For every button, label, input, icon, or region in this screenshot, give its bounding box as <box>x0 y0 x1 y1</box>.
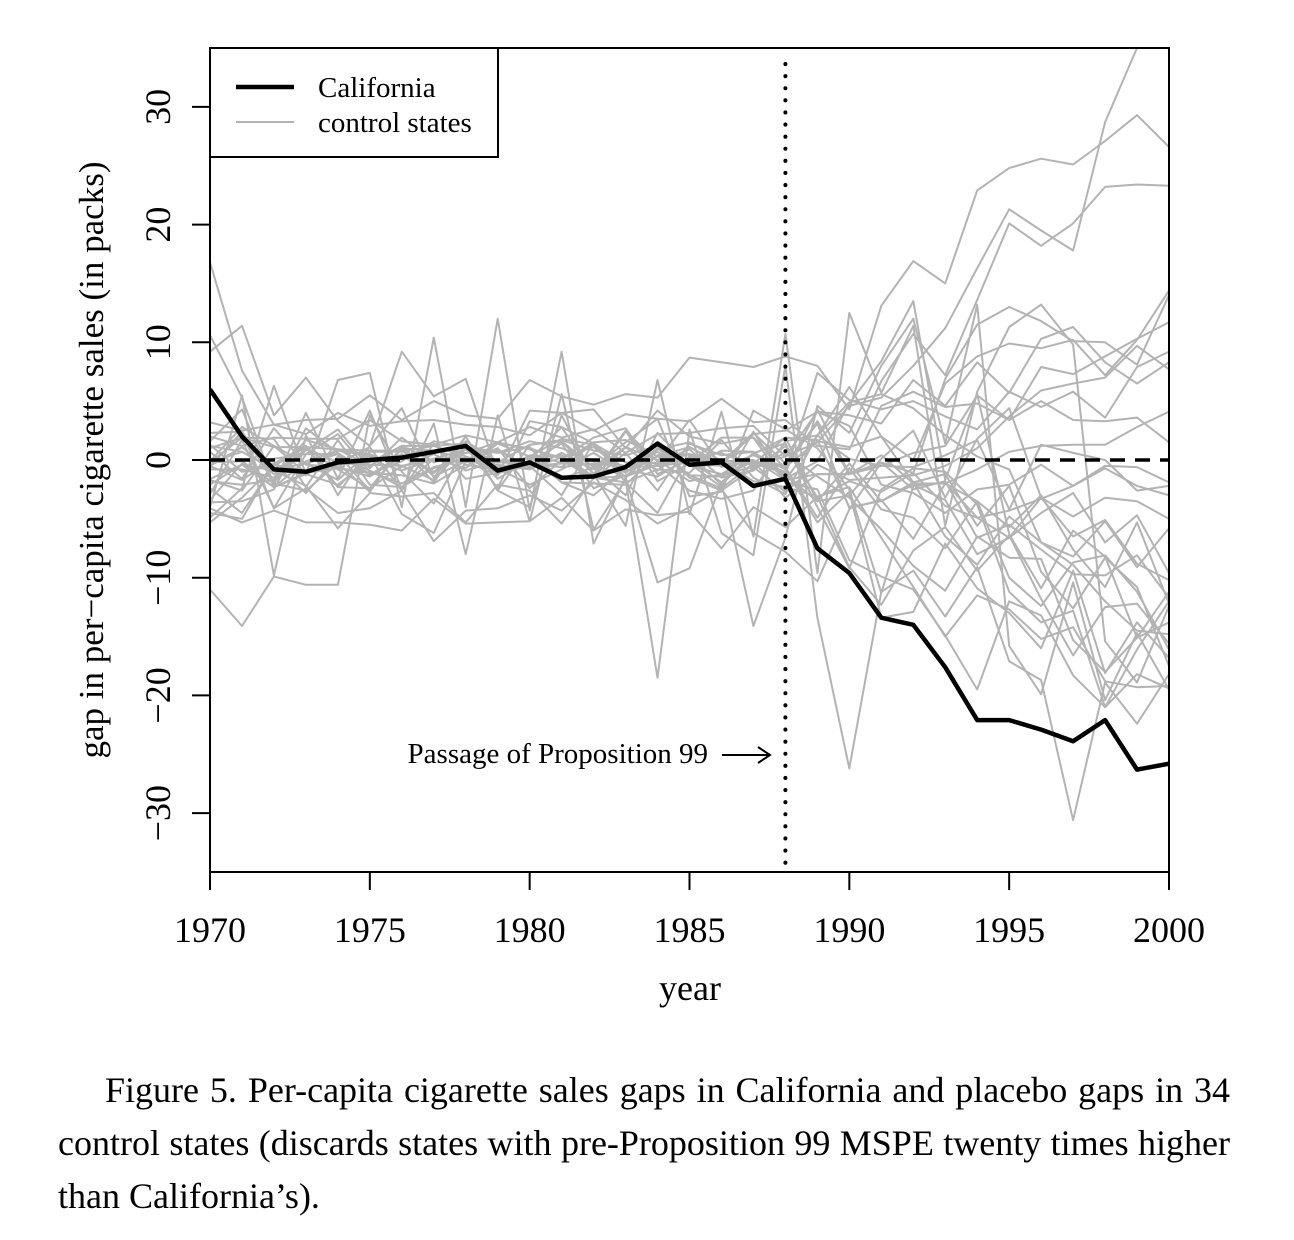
x-tick-label-1995: 1995 <box>973 910 1045 950</box>
y-tick-label-2: −10 <box>138 550 178 606</box>
control-state-line-21 <box>210 410 1169 485</box>
control-state-line-10 <box>210 300 1169 639</box>
control-state-line-24 <box>210 334 1169 822</box>
control-state-line-33 <box>210 114 1169 426</box>
x-tick-label-1975: 1975 <box>334 910 406 950</box>
control-state-line-22 <box>210 427 1169 519</box>
y-axis: −30 −20 −10 0 10 20 30 <box>138 48 211 872</box>
figure-caption: Figure 5. Per-capita cigarette sales gap… <box>58 1070 1230 1216</box>
x-tick-label-2000: 2000 <box>1133 910 1205 950</box>
y-axis-label: gap in per−capita cigarette sales (in pa… <box>72 162 111 759</box>
california-gap-line <box>210 388 1169 772</box>
y-tick-label-4: 10 <box>138 324 178 360</box>
x-tick-label-1985: 1985 <box>654 910 726 950</box>
control-state-line-15 <box>210 390 1169 478</box>
y-tick-label-6: 30 <box>138 89 178 125</box>
control-state-line-28 <box>210 454 1169 657</box>
control-state-line-23 <box>210 303 1169 684</box>
control-state-line-29 <box>210 294 1169 583</box>
control-state-line-31 <box>210 183 1169 451</box>
control-state-line-30 <box>210 486 1169 689</box>
control-state-line-12 <box>210 442 1169 709</box>
control-state-line-3 <box>210 289 1169 514</box>
control-state-line-14 <box>210 410 1169 514</box>
proposition-annotation: Passage of Proposition 99 <box>408 738 772 770</box>
annotation-arrowhead <box>757 746 772 764</box>
x-tick-label-1980: 1980 <box>494 910 566 950</box>
y-tick-label-0: −30 <box>138 785 178 841</box>
annotation-label: Passage of Proposition 99 <box>408 738 708 770</box>
legend: California control states <box>209 47 499 158</box>
california-series-group <box>210 388 1169 772</box>
x-tick-label-1970: 1970 <box>174 910 246 950</box>
y-tick-label-5: 20 <box>138 207 178 243</box>
x-axis-label: year <box>659 968 721 1008</box>
x-tick-label-1990: 1990 <box>813 910 885 950</box>
control-state-line-27 <box>210 408 1169 709</box>
control-state-line-25 <box>210 303 1169 702</box>
y-tick-label-3: 0 <box>138 451 178 469</box>
gap-chart: 1970 1975 1980 1985 1990 1995 2000 −30 −20 −10 0 1… <box>72 47 1205 1008</box>
legend-label-control: control states <box>318 107 472 139</box>
legend-box <box>209 47 499 158</box>
y-tick-label-1: −20 <box>138 667 178 723</box>
control-series-group <box>210 48 1169 822</box>
control-state-line-32 <box>210 48 1169 458</box>
control-state-line-8 <box>210 439 1169 673</box>
legend-label-california: California <box>318 72 436 104</box>
control-state-line-26 <box>210 324 1169 594</box>
x-axis: 1970 1975 1980 1985 1990 1995 2000 <box>174 871 1205 950</box>
